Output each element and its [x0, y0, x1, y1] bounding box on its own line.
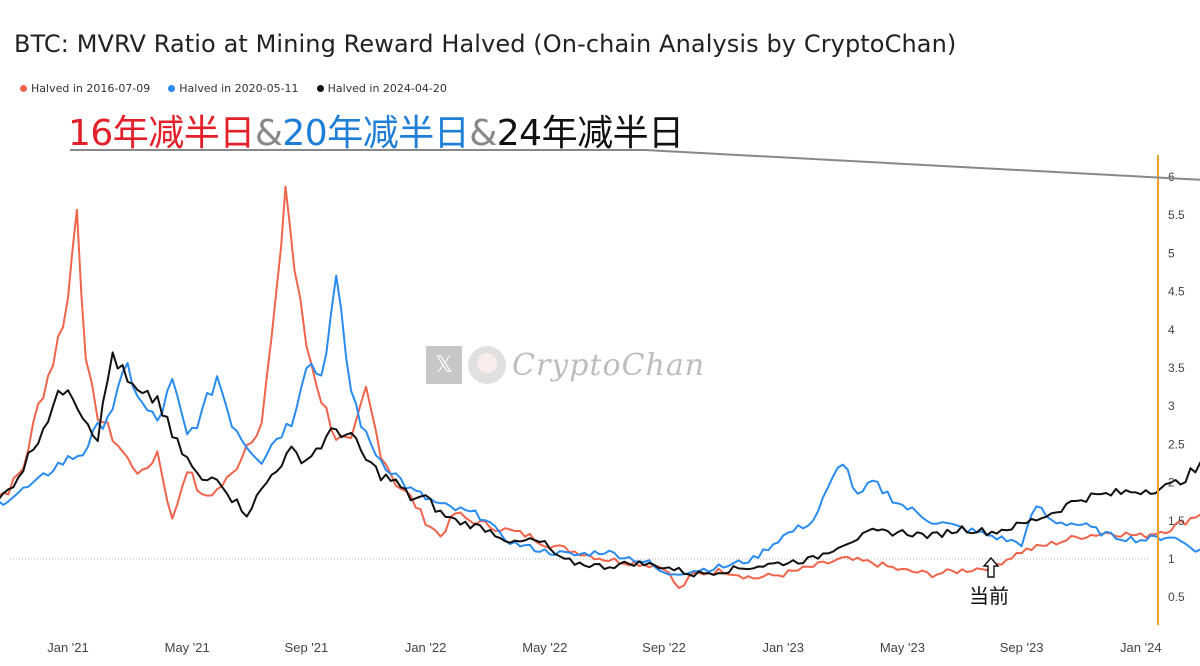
x-tick-label: Jan '21	[47, 640, 89, 655]
legend-label-2016: Halved in 2016-07-09	[31, 82, 151, 95]
current-position-label: 当前	[969, 584, 1009, 608]
y-tick-label: 0.5	[1168, 590, 1185, 604]
avatar-icon	[468, 346, 506, 384]
banner-separator: &	[254, 113, 283, 154]
x-tick-label: Jan '24	[1120, 640, 1162, 655]
y-tick-label: 5	[1168, 246, 1175, 260]
y-tick-label: 3.5	[1168, 361, 1185, 375]
banner-2024-halving: 24年减半日	[496, 113, 684, 154]
series-line-2024	[0, 351, 1200, 578]
x-tick-label: Jan '23	[762, 640, 804, 655]
watermark: 𝕏 CryptoChan	[426, 346, 705, 384]
legend-dot-2020	[168, 85, 176, 92]
y-tick-label: 3	[1168, 399, 1175, 413]
y-tick-label: 1	[1168, 552, 1175, 566]
legend-item-2024[interactable]: Halved in 2024-04-20	[316, 82, 447, 95]
banner-pointer-line	[70, 149, 1200, 181]
x-tick-label: Sep '23	[1000, 640, 1044, 655]
y-tick-label: 6	[1168, 170, 1175, 184]
y-tick-label: 5.5	[1168, 208, 1185, 222]
halving-banner: 16年减半日&20年减半日&24年减半日	[68, 104, 684, 156]
banner-2016-halving: 16年减半日	[68, 113, 255, 154]
chart-title: BTC: MVRV Ratio at Mining Reward Halved …	[14, 30, 957, 58]
series-line-2020	[0, 274, 1200, 576]
x-tick-label: May '21	[165, 640, 210, 655]
x-tick-label: Sep '21	[285, 640, 329, 655]
y-tick-label: 2	[1168, 476, 1175, 490]
banner-2020-halving: 20年减半日	[282, 113, 470, 154]
series-line-2016	[0, 185, 1200, 589]
legend-dot-2024	[316, 85, 324, 92]
y-tick-label: 4	[1168, 323, 1175, 337]
legend-dot-2016	[20, 85, 27, 92]
legend-label-2020: Halved in 2020-05-11	[179, 82, 299, 95]
y-tick-label: 1.5	[1168, 514, 1185, 528]
x-tick-label: Sep '22	[642, 640, 686, 655]
x-tick-label: Jan '22	[405, 640, 447, 655]
legend-item-2016[interactable]: Halved in 2016-07-09	[20, 82, 150, 95]
banner-separator: &	[469, 113, 497, 154]
x-tick-label: May '22	[522, 640, 567, 655]
x-logo-icon: 𝕏	[426, 346, 462, 384]
y-tick-label: 2.5	[1168, 437, 1185, 451]
x-tick-label: May '23	[880, 640, 925, 655]
legend-item-2020[interactable]: Halved in 2020-05-11	[168, 82, 299, 95]
chart-legend: Halved in 2016-07-09 Halved in 2020-05-1…	[20, 82, 447, 95]
legend-label-2024: Halved in 2024-04-20	[327, 82, 447, 95]
y-tick-label: 4.5	[1168, 285, 1185, 299]
current-position-arrow-icon	[982, 556, 1000, 578]
watermark-text: CryptoChan	[512, 347, 706, 383]
